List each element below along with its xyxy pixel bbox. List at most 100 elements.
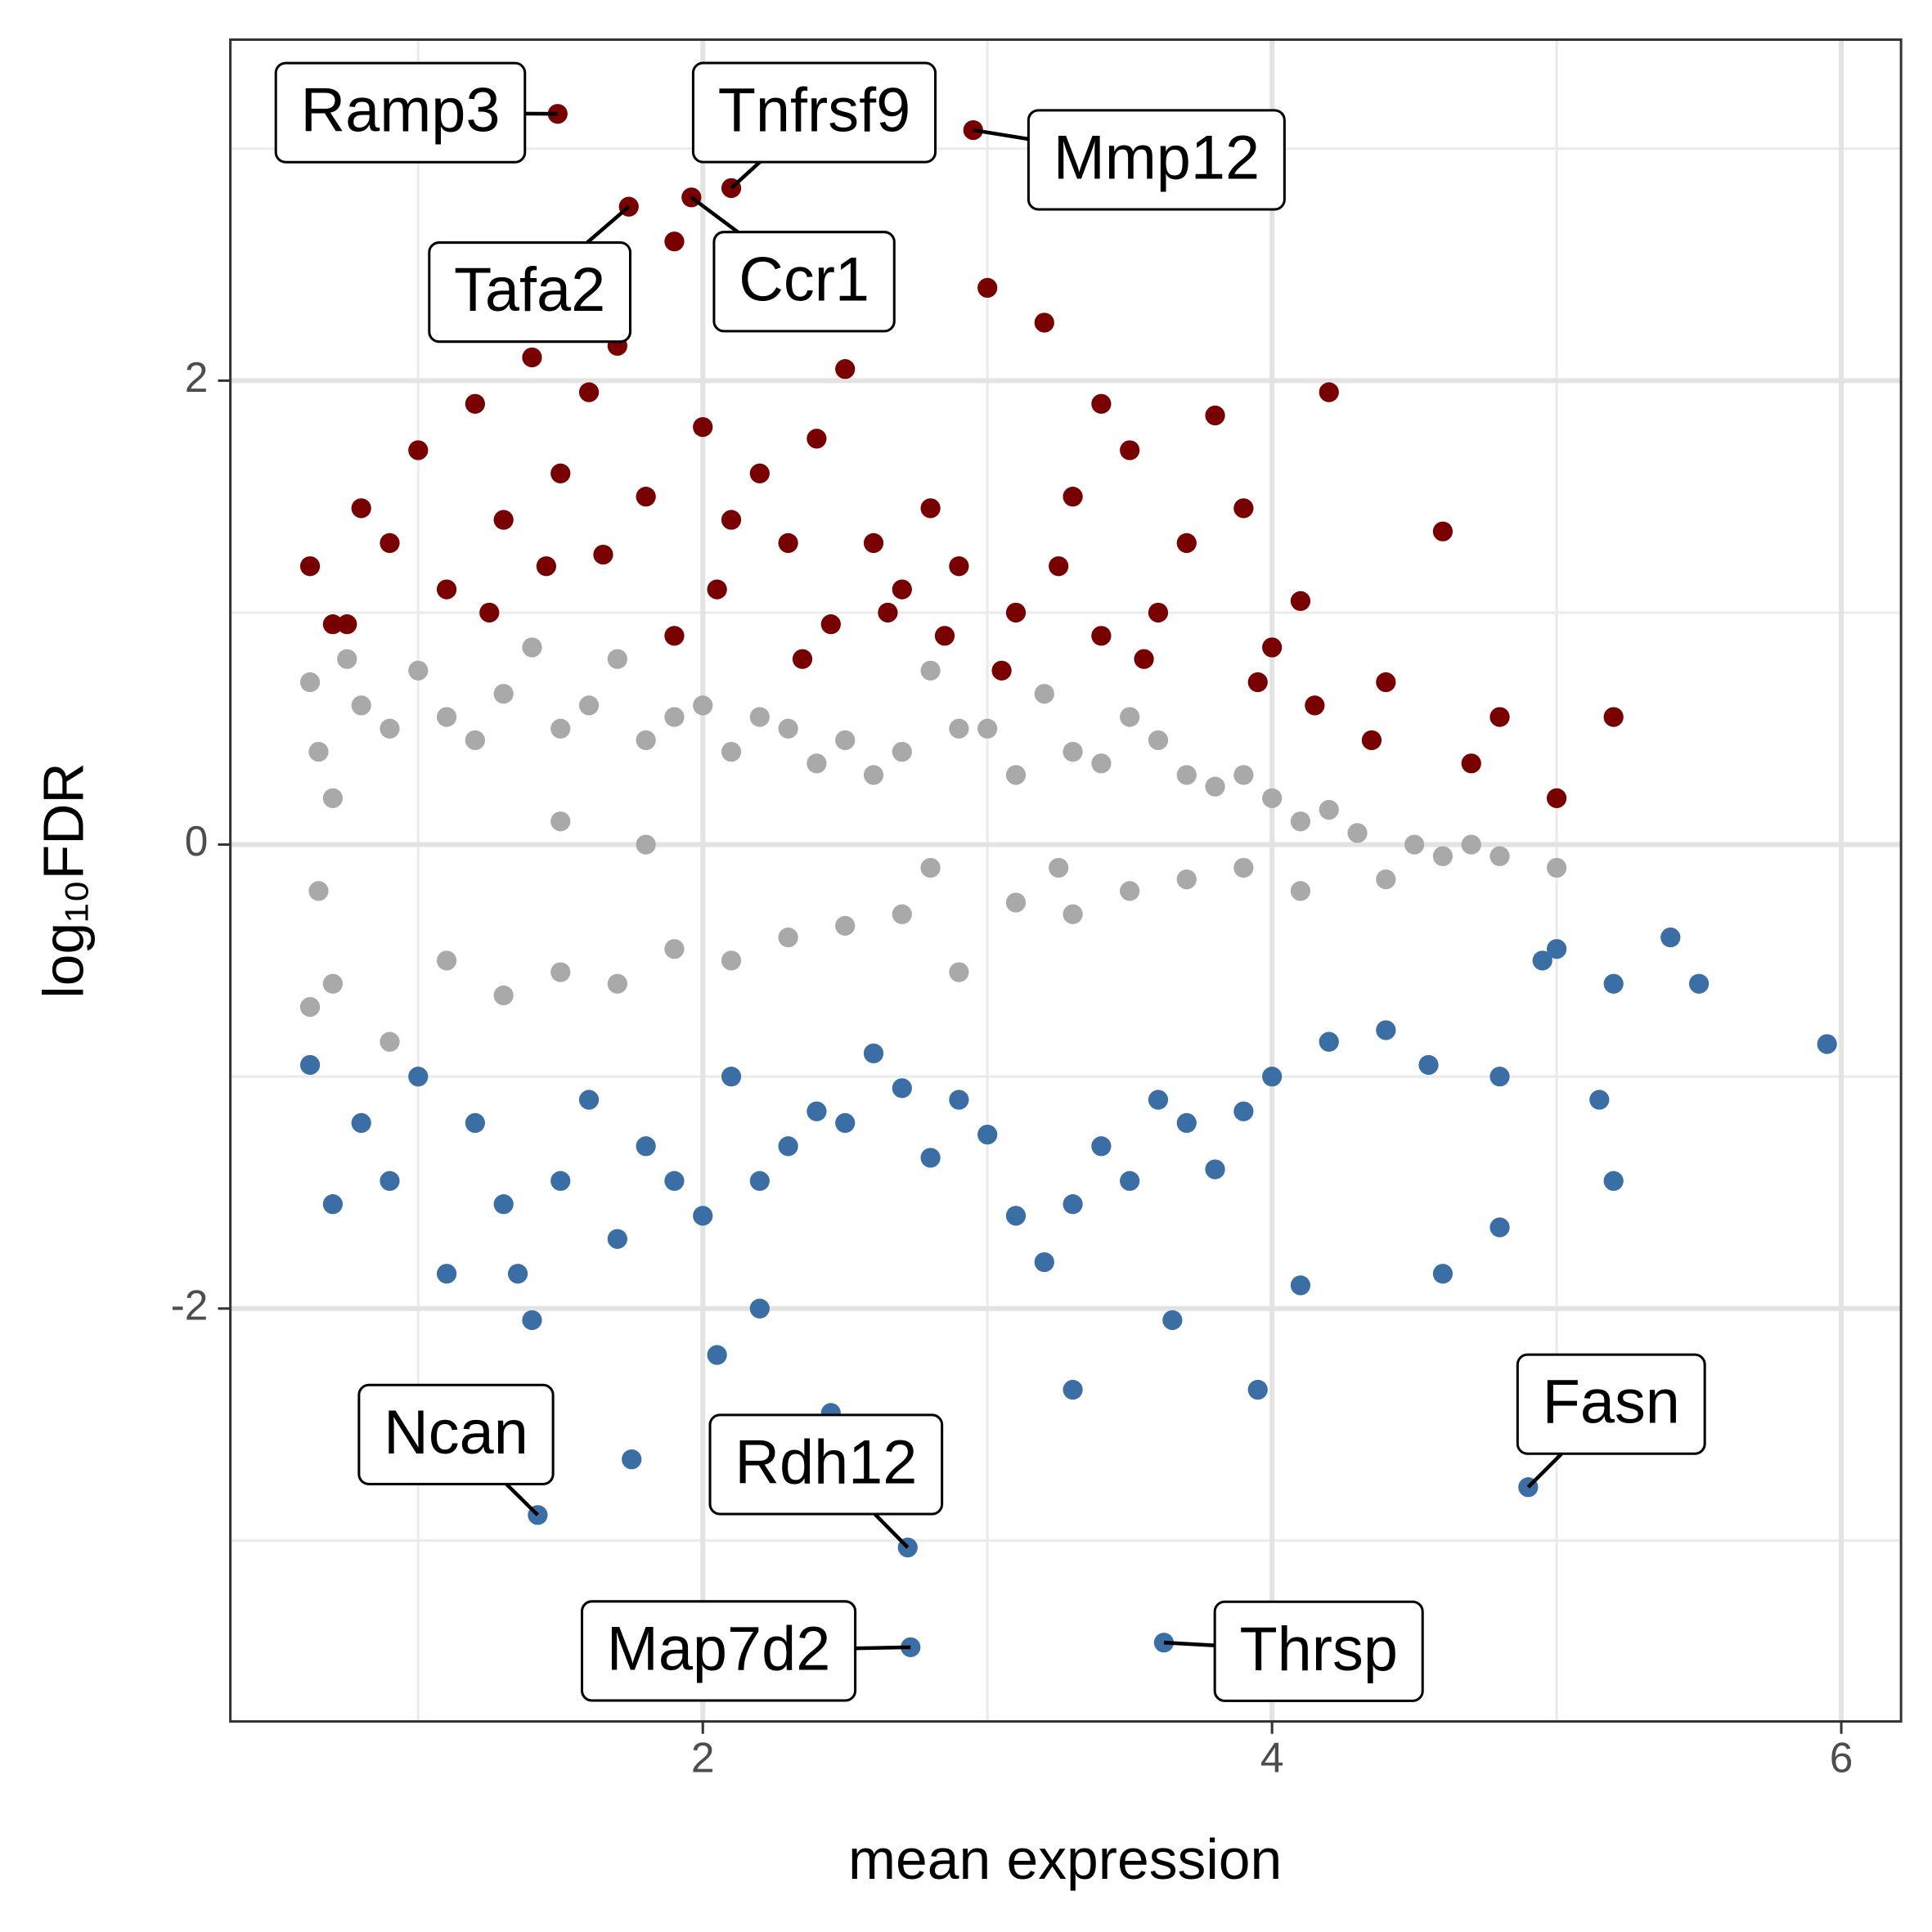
point <box>380 532 400 553</box>
point <box>308 742 329 762</box>
point <box>493 985 514 1006</box>
point <box>607 649 627 669</box>
label-box: Mmp12 <box>1027 109 1286 211</box>
point <box>878 602 898 623</box>
point <box>1547 939 1567 959</box>
point <box>522 1310 542 1331</box>
point <box>664 1170 685 1191</box>
point <box>436 950 457 971</box>
point <box>1432 1264 1453 1284</box>
point <box>721 950 742 971</box>
point <box>1063 904 1083 924</box>
point <box>778 927 798 948</box>
point <box>493 510 514 530</box>
point <box>949 718 969 739</box>
point <box>1532 950 1552 971</box>
point <box>351 695 371 716</box>
point <box>380 1170 400 1191</box>
point <box>578 695 600 716</box>
point <box>436 1264 457 1284</box>
point <box>1603 1170 1624 1191</box>
point <box>337 614 357 635</box>
label-box: Fasn <box>1516 1353 1706 1455</box>
point <box>607 973 627 994</box>
point <box>522 637 542 658</box>
point <box>977 277 998 299</box>
point <box>1176 1112 1197 1134</box>
point <box>820 614 841 635</box>
point <box>693 695 713 716</box>
point <box>1091 393 1112 414</box>
point <box>1660 927 1681 948</box>
point <box>1418 1054 1439 1076</box>
x-axis-title: mean expression <box>848 1827 1282 1891</box>
point <box>636 834 656 855</box>
point <box>607 1229 627 1249</box>
point <box>1134 649 1154 669</box>
point <box>1120 881 1140 901</box>
point <box>1176 765 1197 785</box>
point <box>1262 788 1283 808</box>
point <box>1404 834 1425 855</box>
point <box>1247 1379 1268 1400</box>
label-box-bg <box>580 1600 857 1702</box>
point <box>1290 881 1311 901</box>
point <box>299 1054 321 1076</box>
point <box>578 382 600 402</box>
point <box>465 1112 485 1134</box>
point <box>721 742 742 762</box>
point <box>1376 672 1396 693</box>
point <box>1290 1275 1311 1296</box>
point <box>664 939 685 959</box>
point <box>493 1194 514 1215</box>
point <box>550 811 571 832</box>
point <box>1262 637 1283 658</box>
label-text: Thrsp <box>1239 1615 1397 1684</box>
point <box>308 881 329 901</box>
label-box-bg <box>357 1383 555 1485</box>
y-tick-label: -2 <box>171 1281 209 1328</box>
point <box>863 532 884 553</box>
label-box-bg <box>1027 109 1286 211</box>
point <box>835 1112 856 1134</box>
point <box>1247 672 1268 693</box>
point <box>1361 730 1382 751</box>
label-text: Ncan <box>384 1398 528 1467</box>
point <box>351 1112 371 1134</box>
point <box>1034 1251 1054 1273</box>
label-box: Rdh12 <box>708 1413 944 1516</box>
point <box>636 1136 656 1157</box>
point <box>493 684 514 704</box>
label-text: Ccr1 <box>739 245 869 314</box>
point <box>465 730 485 751</box>
point <box>707 579 727 600</box>
point <box>892 579 912 600</box>
point <box>806 1101 827 1121</box>
point <box>1091 1136 1112 1157</box>
point <box>1461 834 1481 855</box>
point <box>1005 765 1027 785</box>
point <box>1063 742 1083 762</box>
point <box>1205 405 1225 426</box>
point <box>1547 857 1567 878</box>
point <box>322 788 344 808</box>
point <box>1034 684 1054 704</box>
point <box>578 1090 600 1110</box>
point <box>721 510 742 530</box>
point <box>920 660 941 681</box>
point <box>749 1170 770 1191</box>
point <box>550 1170 571 1191</box>
point <box>778 1136 798 1157</box>
label-box: Map7d2 <box>580 1600 857 1702</box>
point <box>536 556 556 577</box>
point <box>892 904 912 924</box>
point <box>949 556 969 577</box>
label-box: Ccr1 <box>712 231 896 333</box>
point <box>1319 1031 1339 1052</box>
point <box>1063 1379 1083 1400</box>
point <box>380 1031 400 1052</box>
label-text: Map7d2 <box>607 1614 831 1683</box>
point <box>479 602 500 623</box>
point <box>1319 799 1339 820</box>
